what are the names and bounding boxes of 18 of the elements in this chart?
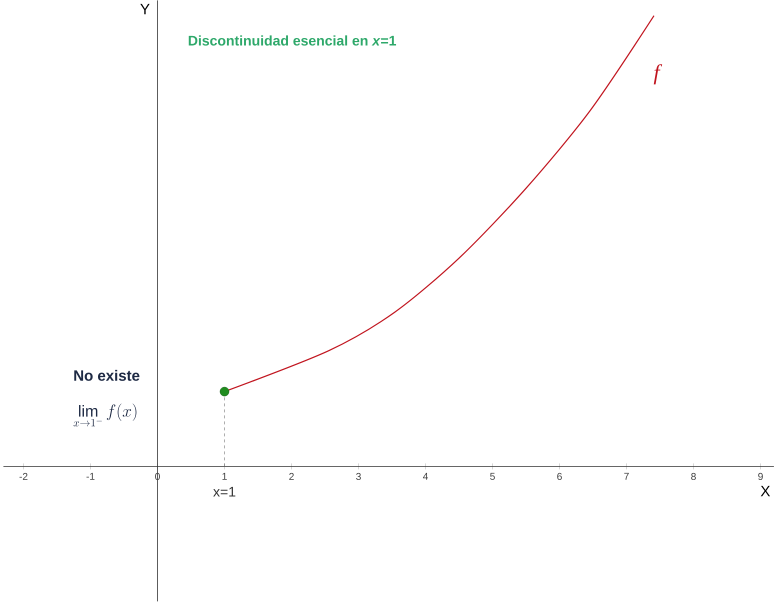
x-tick-label: 1: [222, 473, 227, 480]
annotation: Discontinuidad esencial en x=1: [188, 35, 396, 46]
annotation: $\lim_{x\to 1^-} f(x)$: [74, 404, 136, 426]
x-tick-label: 3: [356, 473, 361, 480]
x-tick-label: 8: [691, 473, 696, 480]
annotation: x=1: [213, 487, 236, 497]
x-axis-title: X: [760, 486, 770, 496]
x-tick-label: 9: [758, 473, 763, 480]
x-tick-label: 4: [422, 473, 428, 480]
x-tick-label: 6: [557, 473, 562, 480]
annotation: No existe: [74, 370, 140, 381]
y-axis-title: Y: [140, 4, 150, 14]
x-tick-label: -2: [19, 473, 28, 480]
x-tick-label: 7: [624, 473, 629, 480]
x-tick-label: -1: [86, 473, 94, 480]
x-tick-label: 5: [490, 473, 495, 480]
series-label: f: [654, 64, 662, 84]
x-tick-label: 2: [289, 473, 294, 480]
